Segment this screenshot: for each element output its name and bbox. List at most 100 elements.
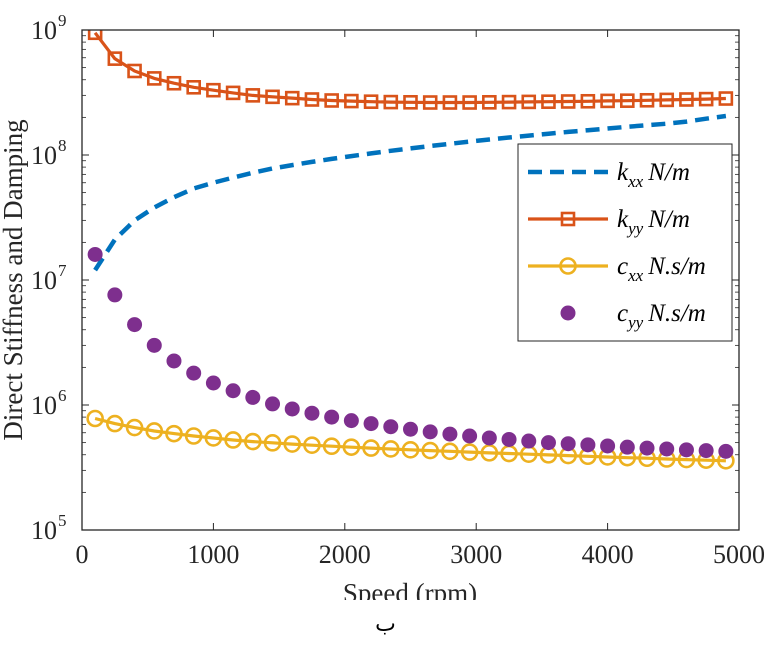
series-1	[87, 30, 734, 110]
data-point	[698, 443, 714, 459]
data-point	[383, 419, 399, 435]
data-point	[224, 431, 242, 449]
y-tick-label: 10	[31, 516, 57, 545]
data-point	[87, 30, 103, 41]
series-line	[93, 113, 727, 272]
data-point	[206, 82, 221, 98]
legend-label: kxx N/m	[617, 159, 690, 191]
data-point	[422, 95, 438, 110]
y-tick-exponent: 5	[58, 511, 67, 530]
legend: kxx N/m kyy N/m cxx N.s/m cyy N.s/m	[517, 143, 733, 342]
y-axis-label: Direct Stiffness and Damping	[0, 119, 28, 440]
data-point	[698, 91, 714, 107]
y-tick-exponent: 6	[58, 386, 67, 405]
data-point	[284, 401, 300, 417]
data-point	[303, 436, 321, 454]
data-point	[265, 89, 280, 105]
data-point	[619, 439, 635, 455]
data-point	[620, 93, 635, 108]
x-tick-label: 1000	[187, 540, 239, 569]
x-tick-labels: 0 1000 2000 3000 4000 5000	[76, 540, 766, 569]
data-point	[501, 431, 517, 447]
data-point	[442, 95, 458, 110]
data-point	[304, 405, 320, 421]
data-point	[166, 75, 182, 91]
data-point	[127, 63, 142, 79]
data-point	[184, 427, 203, 445]
x-tick-label: 4000	[582, 540, 634, 569]
data-point	[245, 88, 261, 103]
y-tick-label: 10	[31, 16, 57, 45]
data-point	[442, 426, 458, 442]
data-point	[87, 246, 103, 262]
data-point	[322, 437, 341, 456]
legend-swatch-marker	[559, 257, 577, 275]
data-point	[186, 80, 201, 95]
data-point	[481, 430, 497, 446]
data-point	[718, 443, 734, 459]
data-point	[205, 375, 221, 391]
data-point	[540, 435, 556, 451]
data-point	[324, 93, 339, 108]
figure-caption: ب	[375, 612, 396, 637]
data-point	[283, 435, 302, 453]
data-point	[166, 353, 182, 369]
series-3	[87, 246, 734, 459]
legend-label: cyy N.s/m	[617, 300, 706, 332]
plot-frame	[81, 29, 740, 531]
data-point	[639, 92, 655, 108]
data-point	[462, 95, 477, 110]
x-tick-label: 0	[76, 540, 89, 569]
x-axis-label: Speed (rpm)	[343, 578, 477, 600]
data-point	[125, 418, 144, 437]
data-point	[146, 337, 162, 353]
data-point	[127, 317, 143, 333]
data-point	[86, 409, 104, 428]
data-point	[304, 92, 320, 107]
x-tick-label: 2000	[319, 540, 371, 569]
data-point	[204, 429, 223, 447]
data-point	[441, 442, 459, 461]
data-point	[422, 424, 438, 440]
y-tick-exponent: 9	[58, 11, 67, 30]
y-tick-exponent: 8	[58, 136, 67, 155]
data-point	[460, 443, 479, 461]
data-point	[482, 94, 497, 110]
data-point	[501, 94, 517, 110]
data-point	[580, 93, 596, 109]
legend-label: cxx N.s/m	[617, 253, 706, 285]
legend-swatch-marker	[560, 305, 576, 321]
data-point	[344, 93, 359, 109]
data-point	[145, 422, 164, 440]
data-point	[225, 85, 241, 101]
data-point	[521, 94, 537, 110]
data-point	[324, 409, 340, 425]
data-point	[659, 441, 675, 457]
data-point	[265, 396, 281, 412]
data-point	[146, 71, 162, 86]
x-tick-label: 5000	[713, 540, 765, 569]
data-point	[541, 94, 556, 109]
legend-swatch-marker	[560, 211, 576, 227]
data-point	[107, 287, 123, 303]
y-tick-label: 10	[31, 391, 57, 420]
y-tick-label: 10	[31, 266, 57, 295]
data-point	[263, 434, 282, 452]
data-point	[679, 92, 694, 107]
series-layer	[86, 30, 735, 470]
data-point	[244, 432, 262, 451]
data-point	[600, 438, 616, 454]
data-point	[600, 93, 615, 109]
legend-box	[517, 143, 733, 342]
data-point	[421, 441, 440, 460]
y-tick-exponent: 7	[58, 261, 67, 280]
data-point	[462, 428, 478, 444]
y-tick-label: 10	[31, 141, 57, 170]
data-point	[580, 437, 596, 453]
data-point	[560, 436, 576, 452]
data-point	[106, 414, 124, 433]
data-point	[521, 433, 537, 449]
data-point	[403, 421, 418, 437]
